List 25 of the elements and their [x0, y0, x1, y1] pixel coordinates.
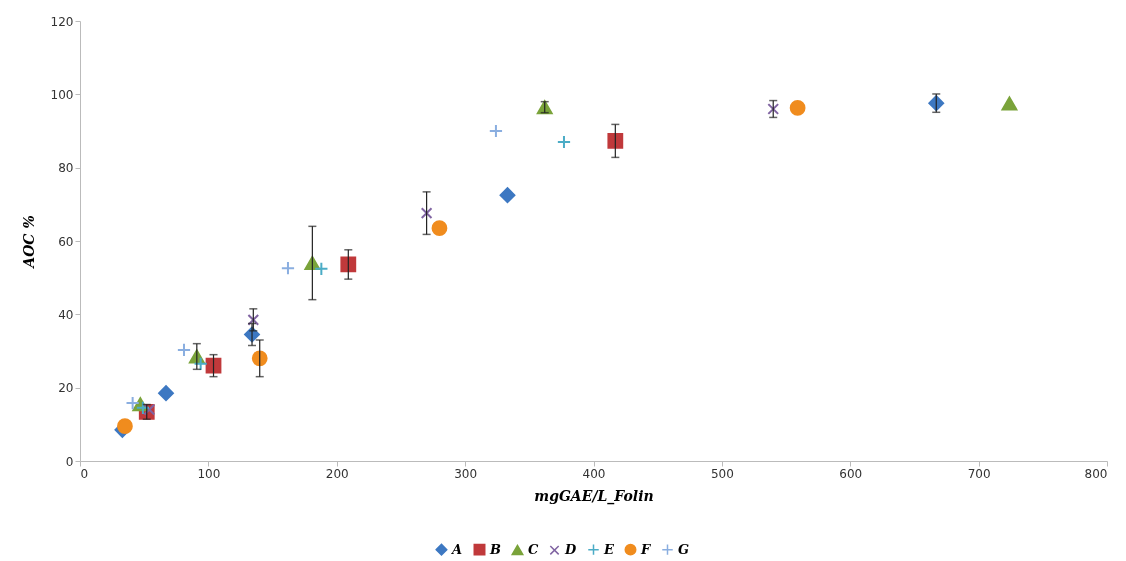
x-tick-label: 600	[839, 466, 863, 481]
y-tick-label: 0	[65, 454, 74, 469]
x-tick-label: 800	[1084, 466, 1108, 481]
legend-label: E	[603, 541, 615, 557]
y-tick-label: 100	[50, 87, 74, 102]
legend-label: C	[528, 541, 539, 557]
x-tick-label: 700	[967, 466, 991, 481]
x-tick-label: 0	[80, 466, 89, 481]
y-tick-label: 60	[58, 234, 74, 249]
x-tick-label: 300	[454, 466, 478, 481]
y-tick-label: 80	[58, 161, 74, 176]
x-tick-label: 100	[197, 466, 221, 481]
y-tick-label: 40	[58, 307, 74, 322]
legend-label: B	[489, 541, 501, 557]
x-axis-title: mgGAE/L_Folin	[534, 487, 654, 505]
x-tick-label: 400	[582, 466, 606, 481]
y-tick-label: 20	[58, 381, 74, 396]
x-tick-label: 500	[710, 466, 734, 481]
legend-label: D	[564, 542, 577, 558]
legend-label: G	[678, 541, 690, 557]
y-axis-title: AOC %	[20, 215, 37, 270]
y-tick-label: 120	[50, 14, 74, 29]
legend-label: F	[640, 541, 651, 557]
legend-label: A	[450, 541, 463, 557]
x-tick-label: 200	[325, 466, 349, 481]
